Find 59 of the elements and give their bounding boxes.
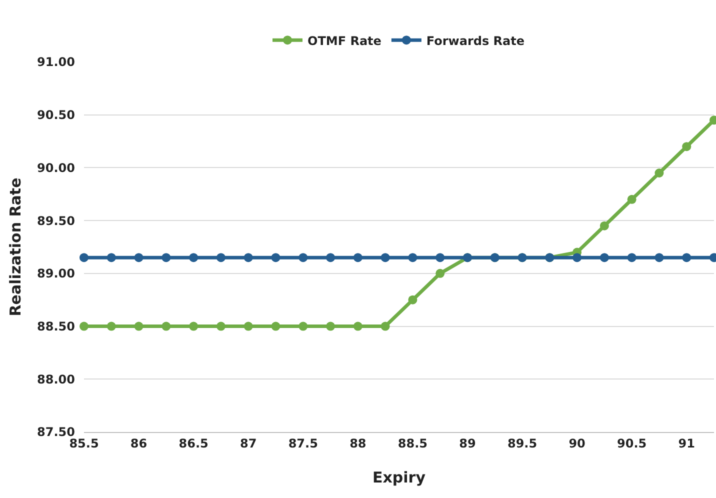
point [244, 253, 253, 262]
point [216, 322, 226, 331]
y-tick-label: 88.50 [37, 319, 75, 334]
x-tick-label: 88.5 [398, 436, 428, 450]
point [682, 142, 692, 152]
point [271, 253, 280, 262]
point [627, 253, 636, 262]
point [654, 168, 664, 178]
point [189, 253, 198, 262]
point [244, 322, 253, 331]
point [380, 322, 390, 331]
point [572, 253, 582, 262]
legend-label: OTMF Rate [308, 34, 382, 48]
point [326, 253, 336, 262]
point [106, 322, 116, 331]
y-tick-label: 88.00 [37, 372, 75, 386]
point [271, 322, 280, 331]
point [682, 253, 692, 262]
y-tick-label: 89.00 [37, 266, 75, 281]
y-axis-title: Realization Rate [6, 178, 24, 316]
point [353, 322, 362, 331]
point [436, 268, 445, 278]
point [600, 221, 609, 230]
point [298, 322, 308, 331]
point [80, 322, 88, 331]
point [134, 253, 144, 262]
x-tick-label: 87.5 [288, 436, 318, 450]
point [654, 253, 664, 262]
x-tick-label: 86 [130, 436, 148, 450]
y-tick-label: 91.00 [37, 55, 75, 70]
y-tick-label: 90.50 [37, 108, 75, 122]
x-tick-label: 89 [459, 436, 476, 450]
point [162, 322, 171, 331]
x-tick-label: 90.5 [617, 436, 647, 450]
point [134, 322, 144, 331]
point [408, 253, 418, 262]
x-tick-label: 91 [678, 436, 695, 450]
point [106, 253, 116, 262]
point [627, 194, 636, 204]
point [353, 253, 362, 262]
x-tick-label: 87 [240, 436, 257, 450]
x-tick-label: 89.5 [507, 436, 538, 450]
point [216, 253, 226, 262]
point [408, 295, 418, 304]
point [326, 322, 336, 331]
point [298, 253, 308, 262]
legend-label: Forwards Rate [426, 34, 525, 48]
point [380, 253, 390, 262]
y-tick-label: 90.00 [37, 160, 75, 175]
point [162, 253, 171, 262]
y-tick-label: 89.50 [37, 214, 75, 228]
x-tick-label: 88 [350, 436, 366, 450]
x-tick-label: 90 [568, 436, 586, 450]
x-tick-label: 86.5 [178, 436, 208, 450]
x-axis-title: Expiry [372, 468, 426, 486]
point [600, 253, 609, 262]
point [436, 253, 445, 262]
point [189, 322, 198, 331]
point [80, 253, 88, 262]
